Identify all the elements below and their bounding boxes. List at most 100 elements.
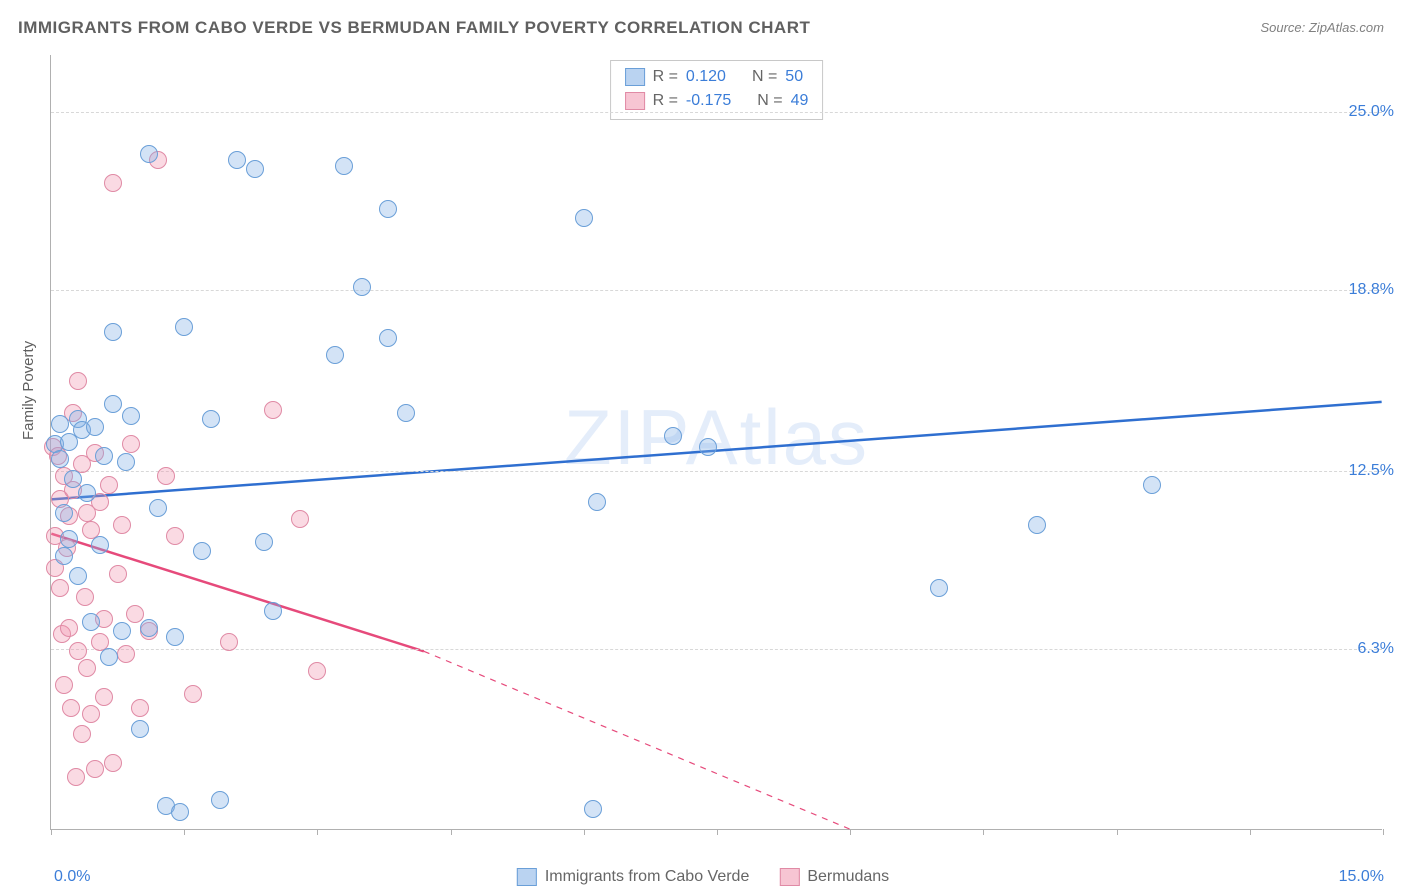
data-point [104,395,122,413]
legend-r-label: R = [653,89,678,113]
data-point [64,470,82,488]
trendline [51,402,1381,499]
legend-swatch [625,92,645,110]
y-axis-label: Family Poverty [20,341,37,440]
y-tick-label: 6.3% [1358,640,1394,658]
data-point [76,588,94,606]
data-point [67,768,85,786]
data-point [55,547,73,565]
data-point [117,645,135,663]
data-point [51,579,69,597]
data-point [86,418,104,436]
data-point [104,754,122,772]
legend-n-value: 49 [791,89,809,113]
data-point [699,438,717,456]
legend-n-label: N = [752,65,777,89]
scatter-chart: ZIPAtlas R =0.120N =50R =-0.175N =49 [50,55,1382,830]
data-point [157,467,175,485]
x-tick [983,829,984,835]
legend-swatch [779,868,799,886]
data-point [122,407,140,425]
x-tick [1383,829,1384,835]
data-point [166,527,184,545]
x-tick [184,829,185,835]
data-point [220,633,238,651]
y-tick-label: 25.0% [1349,103,1394,121]
data-point [193,542,211,560]
trendline-extrapolated [424,651,850,829]
data-point [1028,516,1046,534]
correlation-legend: R =0.120N =50R =-0.175N =49 [610,60,824,120]
data-point [113,516,131,534]
legend-n-label: N = [757,89,782,113]
source-label: Source: [1260,20,1308,35]
data-point [588,493,606,511]
data-point [202,410,220,428]
legend-r-value: 0.120 [686,65,726,89]
data-point [575,209,593,227]
data-point [82,705,100,723]
data-point [175,318,193,336]
data-point [397,404,415,422]
x-tick [317,829,318,835]
page-title: IMMIGRANTS FROM CABO VERDE VS BERMUDAN F… [18,18,810,38]
data-point [131,720,149,738]
data-point [95,447,113,465]
data-point [51,415,69,433]
data-point [291,510,309,528]
x-tick [1117,829,1118,835]
data-point [131,699,149,717]
legend-swatch [517,868,537,886]
source-name: ZipAtlas.com [1309,20,1384,35]
data-point [109,565,127,583]
legend-r-label: R = [653,65,678,89]
data-point [100,476,118,494]
data-point [255,533,273,551]
data-point [379,329,397,347]
data-point [122,435,140,453]
data-point [55,504,73,522]
data-point [55,676,73,694]
x-tick [451,829,452,835]
source-credit: Source: ZipAtlas.com [1260,20,1384,35]
data-point [211,791,229,809]
data-point [69,567,87,585]
x-tick [1250,829,1251,835]
data-point [69,642,87,660]
data-point [1143,476,1161,494]
data-point [73,725,91,743]
data-point [326,346,344,364]
data-point [104,323,122,341]
legend-item: Immigrants from Cabo Verde [517,868,750,886]
data-point [126,605,144,623]
data-point [264,401,282,419]
legend-item-label: Immigrants from Cabo Verde [545,868,750,886]
data-point [264,602,282,620]
data-point [246,160,264,178]
data-point [62,699,80,717]
data-point [335,157,353,175]
data-point [60,619,78,637]
legend-item: Bermudans [779,868,889,886]
data-point [104,174,122,192]
data-point [100,648,118,666]
data-point [95,688,113,706]
legend-n-value: 50 [785,65,803,89]
data-point [930,579,948,597]
gridline [51,290,1382,291]
y-tick-label: 18.8% [1349,281,1394,299]
data-point [184,685,202,703]
data-point [51,450,69,468]
legend-swatch [625,68,645,86]
gridline [51,649,1382,650]
legend-item-label: Bermudans [807,868,889,886]
trendline [51,534,423,652]
x-axis-min-label: 0.0% [54,868,90,886]
x-tick [584,829,585,835]
data-point [91,536,109,554]
data-point [113,622,131,640]
data-point [166,628,184,646]
x-tick [850,829,851,835]
data-point [664,427,682,445]
data-point [69,372,87,390]
